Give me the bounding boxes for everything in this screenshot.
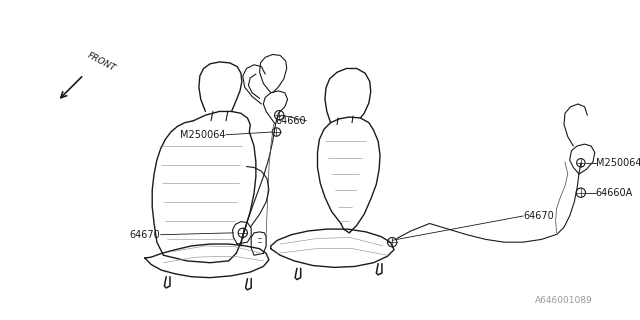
Text: 64660: 64660	[276, 116, 307, 126]
Text: FRONT: FRONT	[86, 51, 117, 73]
Text: A646001089: A646001089	[535, 296, 593, 305]
Text: M250064: M250064	[180, 130, 226, 140]
Text: M250064: M250064	[596, 158, 640, 168]
Text: 64670: 64670	[523, 211, 554, 221]
Text: 64660A: 64660A	[596, 188, 633, 198]
Text: 64670: 64670	[130, 230, 161, 240]
